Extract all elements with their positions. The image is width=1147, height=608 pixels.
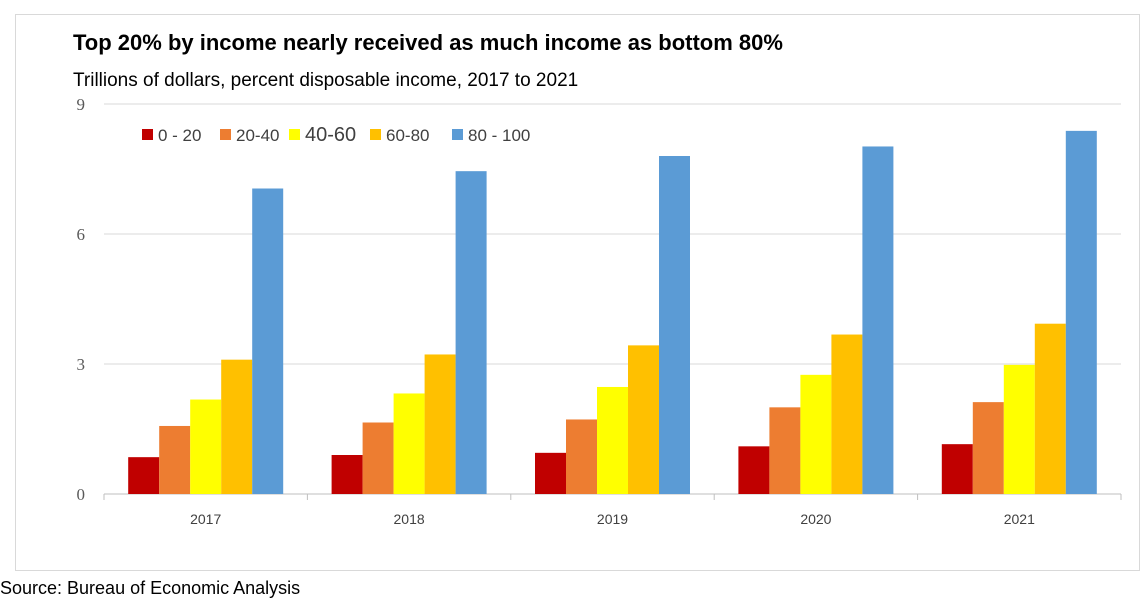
bar (128, 457, 160, 494)
bar (597, 386, 628, 494)
bar (972, 402, 1004, 494)
bar (159, 425, 191, 494)
chart-title: Top 20% by income nearly received as muc… (73, 30, 783, 55)
legend-label: 0 - 20 (158, 126, 201, 145)
chart-subtitle: Trillions of dollars, percent disposable… (73, 70, 579, 91)
bar (862, 146, 894, 494)
legend-label: 80 - 100 (468, 126, 530, 145)
legend-swatch (220, 129, 231, 140)
bar (738, 446, 770, 494)
legend-swatch (289, 129, 300, 140)
bar (455, 171, 487, 494)
y-tick-label: 6 (77, 225, 86, 244)
bar (393, 393, 425, 494)
y-tick-label: 9 (77, 95, 86, 114)
legend-swatch (452, 129, 463, 140)
bar (831, 334, 863, 494)
bar (1003, 364, 1035, 494)
x-tick-label: 2018 (394, 511, 425, 527)
bar (628, 345, 659, 494)
x-tick-label: 2019 (597, 511, 628, 527)
bar (190, 399, 222, 494)
bar (800, 374, 832, 494)
x-tick-label: 2020 (800, 511, 831, 527)
bar (331, 455, 363, 494)
source-note: Source: Bureau of Economic Analysis (0, 578, 301, 598)
legend-label: 60-80 (386, 126, 429, 145)
bar (221, 359, 253, 494)
bar (362, 422, 394, 494)
legend-swatch (142, 129, 153, 140)
y-tick-label: 0 (77, 485, 86, 504)
bar (1034, 323, 1066, 494)
y-tick-label: 3 (77, 355, 86, 374)
bar (566, 419, 597, 494)
legend-swatch (370, 129, 381, 140)
x-tick-label: 2017 (190, 511, 221, 527)
bar (659, 156, 690, 494)
legend-label: 40-60 (305, 124, 356, 146)
bar (769, 407, 801, 494)
bar (535, 452, 566, 494)
legend-label: 20-40 (236, 126, 279, 145)
bar (1065, 130, 1097, 494)
bar (941, 444, 973, 494)
x-tick-label: 2021 (1004, 511, 1035, 527)
bar (424, 354, 456, 494)
bar (252, 188, 284, 494)
